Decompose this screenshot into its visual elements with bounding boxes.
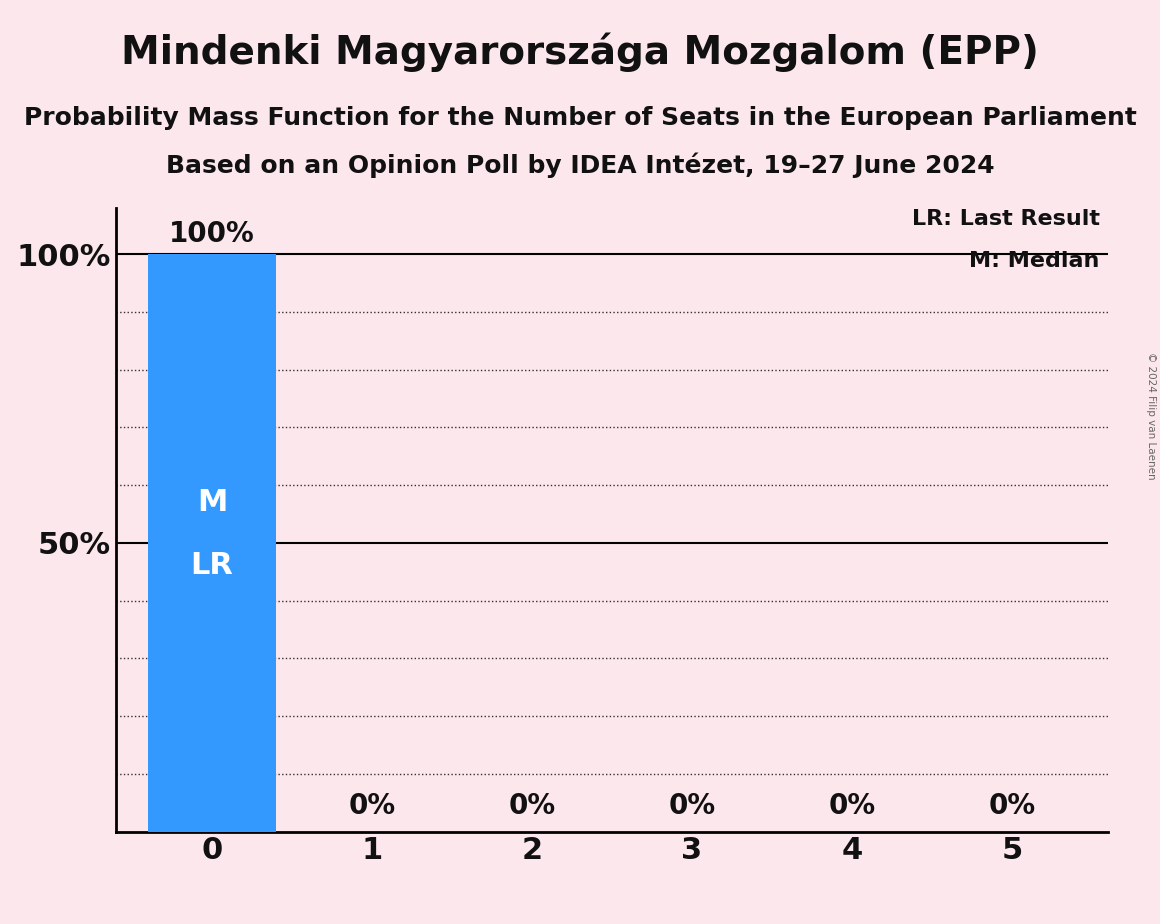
Text: 0%: 0%: [988, 792, 1036, 821]
Text: Probability Mass Function for the Number of Seats in the European Parliament: Probability Mass Function for the Number…: [23, 106, 1137, 130]
Text: 0%: 0%: [348, 792, 396, 821]
Text: M: Median: M: Median: [970, 251, 1100, 272]
Bar: [148, 254, 276, 832]
Text: 0%: 0%: [668, 792, 716, 821]
Text: M: M: [197, 488, 227, 517]
Text: 100%: 100%: [169, 220, 255, 249]
Text: 0%: 0%: [508, 792, 556, 821]
Text: LR: Last Result: LR: Last Result: [912, 210, 1100, 229]
Text: 0%: 0%: [828, 792, 876, 821]
Text: Based on an Opinion Poll by IDEA Intézet, 19–27 June 2024: Based on an Opinion Poll by IDEA Intézet…: [166, 152, 994, 178]
Text: © 2024 Filip van Laenen: © 2024 Filip van Laenen: [1146, 352, 1155, 480]
Text: LR: LR: [190, 552, 233, 580]
Text: Mindenki Magyarországa Mozgalom (EPP): Mindenki Magyarországa Mozgalom (EPP): [121, 32, 1039, 72]
